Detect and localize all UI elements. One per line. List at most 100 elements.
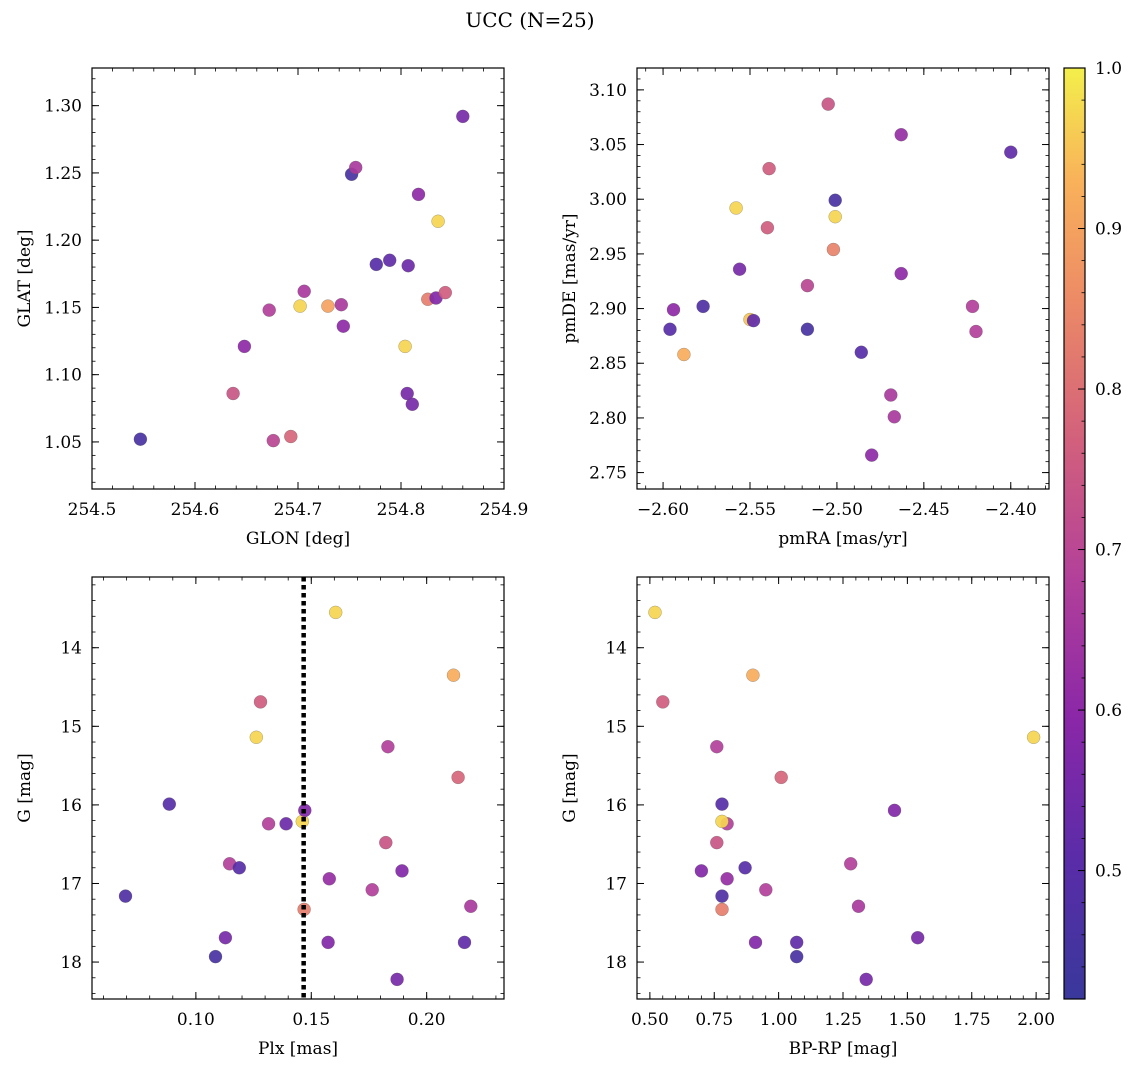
y-tick-label: 18 <box>60 953 82 973</box>
colorbar-tick-label: 0.8 <box>1095 380 1122 400</box>
data-point <box>446 668 461 682</box>
data-point <box>382 253 397 268</box>
data-point <box>249 730 264 745</box>
axes-frame <box>636 67 1050 490</box>
y-tick-label: 2.75 <box>589 464 627 484</box>
data-point <box>321 935 335 950</box>
x-tick-label: 1.00 <box>760 1010 798 1030</box>
data-point <box>232 861 247 875</box>
data-point <box>746 313 761 328</box>
data-point <box>328 605 343 620</box>
y-tick-label: 15 <box>60 717 82 737</box>
data-point <box>663 322 677 337</box>
y-tick-label: 3.00 <box>589 190 627 210</box>
data-point <box>279 817 293 831</box>
axes-frame <box>91 576 505 1000</box>
x-tick-label: −2.50 <box>811 500 863 520</box>
data-point <box>965 299 980 314</box>
data-point <box>237 339 252 354</box>
data-point <box>451 770 465 785</box>
data-point <box>884 388 898 402</box>
scatter-panel-2: −2.60 −2.55 −2.50 −2.45 −2.40 2.75 2.80 2.85 2.9… <box>560 67 1050 549</box>
x-tick-label: 1.75 <box>953 1010 991 1030</box>
axes-frame <box>636 576 1050 1000</box>
x-tick-label: 2.00 <box>1017 1010 1055 1030</box>
x-tick-label: 254.7 <box>274 500 323 520</box>
data-point <box>1004 145 1018 159</box>
data-point <box>365 883 379 897</box>
data-point <box>851 899 866 914</box>
colorbar-tick-label: 0.5 <box>1095 862 1122 882</box>
y-tick-label: 14 <box>60 639 82 659</box>
x-tick-label: 254.8 <box>377 500 426 520</box>
y-tick-label: 1.25 <box>44 164 82 184</box>
data-point <box>348 160 363 175</box>
data-point <box>431 214 445 229</box>
x-axis-label: BP-RP [mag] <box>789 1039 898 1059</box>
y-axis-label: G [mag] <box>560 753 580 822</box>
scatter-panel-3: 0.10 0.15 0.20 14 15 16 17 18 Plx [mas] G [mag] <box>15 576 505 1059</box>
data-point <box>843 857 858 871</box>
data-point <box>732 262 747 276</box>
scatter-panel-1: 254.5 254.6 254.7 254.8 254.9 1.05 1.10 1.15 1.2… <box>15 67 529 549</box>
data-point <box>379 835 393 850</box>
y-tick-label: 2.85 <box>589 354 627 374</box>
data-point <box>715 902 729 917</box>
data-point <box>464 899 478 914</box>
data-point <box>887 803 902 818</box>
data-point <box>266 433 281 448</box>
y-axis-label: G [mag] <box>15 753 35 822</box>
data-point <box>738 861 752 875</box>
data-point <box>369 257 384 272</box>
y-axis-label: pmDE [mas/yr] <box>560 213 580 343</box>
colorbar-tick-label: 0.7 <box>1095 541 1122 561</box>
data-point <box>854 345 869 360</box>
data-point <box>133 432 148 446</box>
data-point <box>800 322 815 337</box>
data-point <box>398 339 412 354</box>
y-tick-label: 3.10 <box>589 81 627 101</box>
y-tick-label: 1.05 <box>44 433 82 453</box>
data-point <box>656 695 670 709</box>
data-point <box>284 429 298 444</box>
data-point <box>826 242 841 257</box>
data-point <box>648 605 662 620</box>
x-tick-label: −2.45 <box>898 500 950 520</box>
colorbar: 0.5 0.6 0.7 0.8 0.9 1.0 <box>1063 59 1122 1000</box>
data-point <box>208 949 223 964</box>
scatter-panel-4: 0.50 0.75 1.00 1.25 1.50 1.75 2.00 14 15 16 17 18 BP… <box>560 576 1055 1059</box>
data-point <box>456 109 470 124</box>
y-tick-label: 2.90 <box>589 300 627 320</box>
x-tick-label: 0.20 <box>408 1010 446 1030</box>
data-point <box>261 817 276 831</box>
data-point <box>710 835 724 850</box>
x-tick-label: 254.9 <box>480 500 529 520</box>
data-point <box>162 797 177 811</box>
colorbar-gradient <box>1064 68 1085 999</box>
data-point <box>760 220 775 235</box>
data-point <box>322 872 337 886</box>
data-point <box>1026 730 1041 745</box>
data-point <box>297 284 311 299</box>
x-tick-label: 1.25 <box>824 1010 862 1030</box>
colorbar-tick-label: 0.9 <box>1095 220 1122 240</box>
y-tick-label: 17 <box>60 874 82 894</box>
data-point <box>262 303 276 317</box>
data-point <box>715 814 729 829</box>
data-point <box>887 410 902 424</box>
x-axis-label: pmRA [mas/yr] <box>778 529 907 549</box>
axes-frame <box>91 67 505 490</box>
data-point <box>118 889 133 903</box>
data-point <box>969 324 983 339</box>
data-point <box>828 193 842 208</box>
data-point <box>821 97 835 111</box>
data-point <box>762 161 776 176</box>
x-axis-label: GLON [deg] <box>246 529 350 549</box>
y-axis-label: GLAT [deg] <box>15 229 35 327</box>
y-tick-label: 2.80 <box>589 409 627 429</box>
data-point <box>910 930 925 945</box>
y-tick-label: 3.05 <box>589 136 627 156</box>
y-tick-label: 17 <box>605 874 627 894</box>
data-point <box>715 797 729 811</box>
data-point <box>321 299 335 313</box>
